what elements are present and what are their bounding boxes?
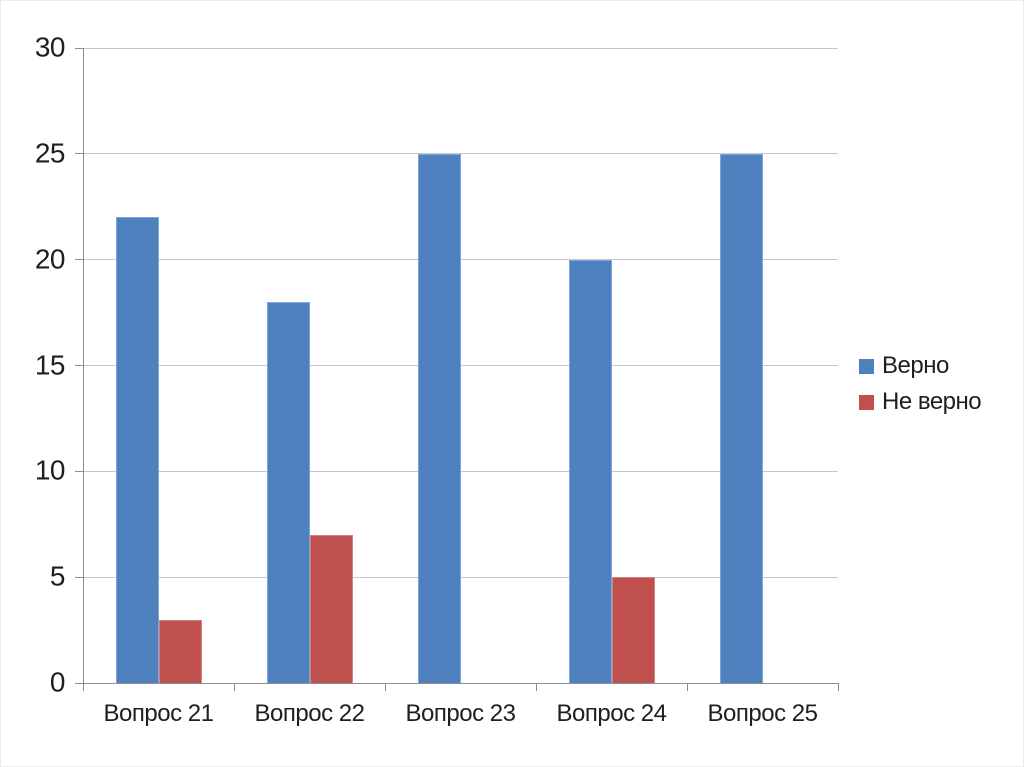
y-tick-mark xyxy=(75,259,83,261)
bar-incorrect xyxy=(611,577,655,683)
legend-label: Верно xyxy=(882,352,949,379)
gridline xyxy=(83,470,838,472)
y-axis-label: 5 xyxy=(49,560,66,592)
y-tick-mark xyxy=(75,365,83,366)
legend-swatch-correct xyxy=(859,358,874,374)
bar-incorrect xyxy=(309,534,353,683)
bar-correct xyxy=(568,259,612,683)
y-axis-line xyxy=(83,48,84,691)
x-category-label: Вопрос 25 xyxy=(707,700,818,727)
x-tick-mark xyxy=(535,683,537,691)
y-tick-mark xyxy=(75,470,83,472)
y-tick-mark xyxy=(75,47,83,49)
y-axis-label: 20 xyxy=(34,243,66,275)
bar-correct xyxy=(719,153,763,683)
x-category-label: Вопрос 23 xyxy=(405,700,516,727)
legend-item: Верно xyxy=(859,354,949,378)
x-axis-line xyxy=(75,682,838,684)
bar-correct xyxy=(115,217,159,683)
x-category-label: Вопрос 22 xyxy=(254,700,365,727)
gridline xyxy=(83,259,838,261)
y-tick-mark xyxy=(75,576,83,578)
legend-swatch-incorrect xyxy=(859,394,874,410)
gridline xyxy=(83,47,838,49)
legend-label: Не верно xyxy=(882,388,982,415)
gridline xyxy=(83,365,838,366)
x-tick-mark xyxy=(233,683,235,691)
y-axis-label: 25 xyxy=(34,137,66,169)
y-tick-mark xyxy=(75,153,83,155)
x-tick-mark xyxy=(82,683,84,691)
x-category-label: Вопрос 24 xyxy=(556,700,667,727)
y-axis-label: 30 xyxy=(34,31,66,63)
bar-correct xyxy=(417,153,461,683)
x-tick-mark xyxy=(686,683,688,691)
bar-incorrect xyxy=(158,619,202,683)
y-axis-label: 10 xyxy=(34,454,66,486)
y-axis-label: 0 xyxy=(49,666,66,698)
legend-item: Не верно xyxy=(859,388,982,415)
gridline xyxy=(83,576,838,578)
x-tick-mark xyxy=(384,683,386,691)
y-axis-label: 15 xyxy=(34,348,66,380)
bar-correct xyxy=(266,302,310,683)
x-tick-mark xyxy=(837,683,839,691)
x-category-label: Вопрос 21 xyxy=(103,700,214,727)
gridline xyxy=(83,153,838,155)
